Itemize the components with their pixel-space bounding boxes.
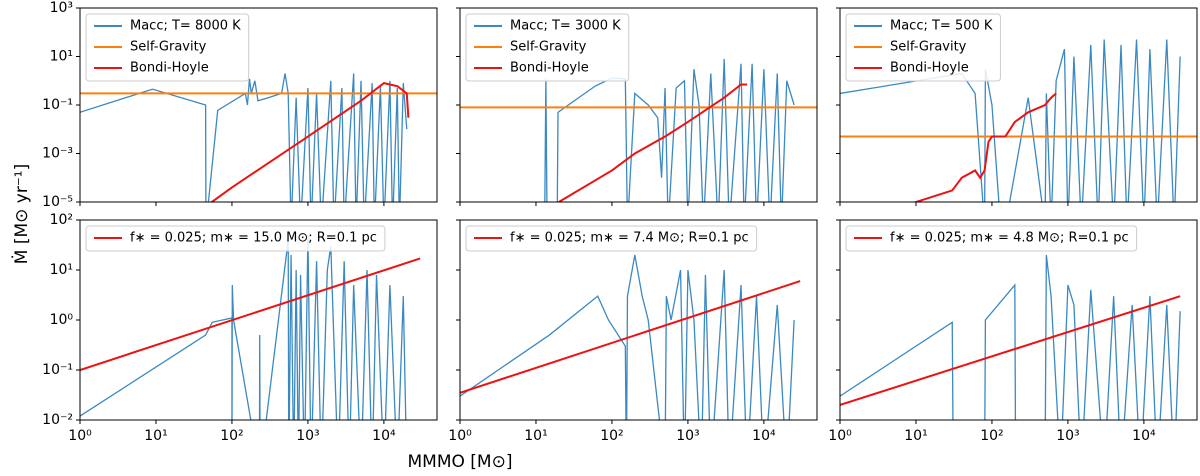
legend-label: Bondi-Hoyle	[130, 61, 209, 76]
panel: Macc; T= 3000 K Self-Gravity Bondi-Hoyle	[456, 7, 818, 206]
plot-frame	[79, 7, 438, 203]
y-tick-label: 10²	[50, 212, 73, 228]
x-tick-label: 10⁰	[68, 428, 92, 444]
panel: Macc; T= 500 K Self-Gravity Bondi-Hoyle	[836, 7, 1198, 206]
series-line	[460, 280, 801, 394]
series-line	[210, 82, 410, 202]
y-tick-label: 10⁻¹	[42, 97, 73, 113]
series-line	[914, 92, 1057, 202]
x-tick-label: 10⁴	[372, 428, 396, 444]
series-line	[544, 58, 795, 202]
x-tick-label: 10⁰	[448, 428, 472, 444]
legend-label: f∗ = 0.025; m∗ = 15.0 M⊙; R=0.1 pc	[130, 231, 377, 246]
legend: f∗ = 0.025; m∗ = 7.4 M⊙; R=0.1 pc	[465, 225, 758, 252]
legend: f∗ = 0.025; m∗ = 15.0 M⊙; R=0.1 pc	[85, 225, 386, 252]
x-tick-label: 10⁴	[752, 428, 776, 444]
legend-box	[465, 13, 630, 82]
series-line	[80, 73, 408, 202]
legend-box	[85, 13, 250, 82]
plot-frame	[839, 7, 1198, 203]
y-axis-label: Ṁ [M⊙ yr⁻¹]	[11, 164, 32, 265]
panel: 10⁰ 10¹ 10² 10³ 10⁴ f∗ = 0.025; m∗ = 4.8 M⊙; …	[828, 219, 1198, 444]
x-tick-label: 10⁴	[1132, 428, 1156, 444]
x-tick-label: 10³	[296, 428, 319, 444]
y-tick-label: 10⁻²	[42, 412, 73, 428]
series-line	[80, 257, 421, 371]
legend-label: f∗ = 0.025; m∗ = 4.8 M⊙; R=0.1 pc	[890, 231, 1129, 246]
legend: Macc; T= 3000 K Self-Gravity Bondi-Hoyle	[465, 13, 630, 82]
plot-frame	[459, 7, 818, 203]
series-line	[558, 83, 748, 202]
x-tick-label: 10²	[220, 428, 243, 444]
y-tick-label: 10¹	[50, 49, 73, 65]
legend-box	[465, 225, 758, 252]
legend-label: Macc; T= 8000 K	[130, 19, 241, 34]
x-tick-label: 10²	[980, 428, 1003, 444]
legend-label: Macc; T= 3000 K	[510, 19, 621, 34]
x-tick-label: 10¹	[524, 428, 547, 444]
x-tick-label: 10¹	[144, 428, 167, 444]
legend: f∗ = 0.025; m∗ = 4.8 M⊙; R=0.1 pc	[845, 225, 1138, 252]
y-tick-label: 10⁻¹	[42, 362, 73, 378]
legend-box	[845, 225, 1138, 252]
legend-box	[85, 225, 386, 252]
x-tick-label: 10²	[600, 428, 623, 444]
x-tick-label: 10³	[1056, 428, 1079, 444]
series-line	[460, 254, 795, 420]
legend: Macc; T= 8000 K Self-Gravity Bondi-Hoyle	[85, 13, 250, 82]
y-tick-label: 10⁰	[50, 312, 74, 328]
legend-label: Self-Gravity	[130, 40, 207, 55]
series-line	[840, 295, 1181, 406]
x-tick-label: 10⁰	[828, 428, 852, 444]
series-line	[840, 39, 1181, 202]
plot-frame	[459, 219, 818, 421]
legend-label: Macc; T= 500 K	[890, 19, 993, 34]
x-axis-label: MMMO [M⊙]	[408, 452, 513, 472]
x-tick-label: 10³	[676, 428, 699, 444]
y-tick-label: 10³	[50, 0, 73, 16]
legend: Macc; T= 500 K Self-Gravity Bondi-Hoyle	[845, 13, 1001, 82]
y-tick-label: 10¹	[50, 262, 73, 278]
y-tick-label: 10⁻⁵	[42, 194, 73, 210]
legend-box	[845, 13, 1001, 82]
plot-frame	[839, 219, 1198, 421]
panel: 10⁰ 10¹ 10² 10³ 10⁴ f∗ = 0.025; m∗ = 7.4 M⊙; …	[448, 219, 818, 444]
plot-frame	[79, 219, 438, 421]
x-tick-label: 10¹	[904, 428, 927, 444]
legend-label: Self-Gravity	[510, 40, 587, 55]
series-line	[840, 254, 1181, 420]
y-tick-label: 10⁻³	[42, 146, 73, 162]
legend-label: f∗ = 0.025; m∗ = 7.4 M⊙; R=0.1 pc	[510, 231, 749, 246]
legend-label: Bondi-Hoyle	[510, 61, 589, 76]
panel: 10⁰ 10¹ 10² 10³ 10⁴ 10⁻² 10⁻¹ 10⁰ 10¹ 10² f∗ = 0.0…	[42, 212, 438, 444]
legend-label: Bondi-Hoyle	[890, 61, 969, 76]
panel: 10⁻⁵ 10⁻³ 10⁻¹ 10¹ 10³ Macc; T= 8000 K Self-Gr…	[42, 0, 438, 210]
legend-label: Self-Gravity	[890, 40, 967, 55]
